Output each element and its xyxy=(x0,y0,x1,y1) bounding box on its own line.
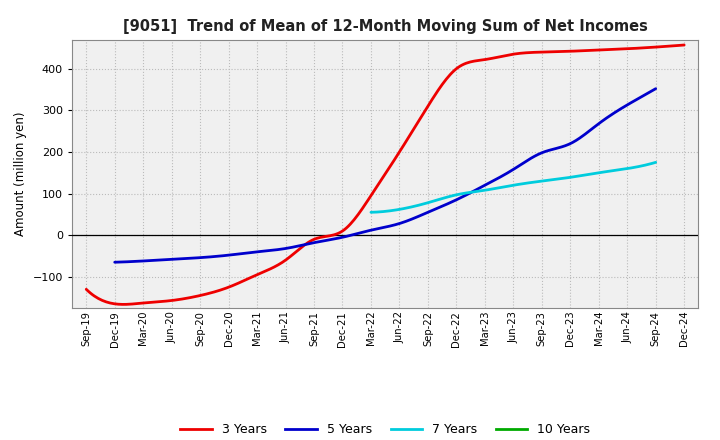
Y-axis label: Amount (million yen): Amount (million yen) xyxy=(14,112,27,236)
Legend: 3 Years, 5 Years, 7 Years, 10 Years: 3 Years, 5 Years, 7 Years, 10 Years xyxy=(176,418,595,440)
Title: [9051]  Trend of Mean of 12-Month Moving Sum of Net Incomes: [9051] Trend of Mean of 12-Month Moving … xyxy=(123,19,647,34)
